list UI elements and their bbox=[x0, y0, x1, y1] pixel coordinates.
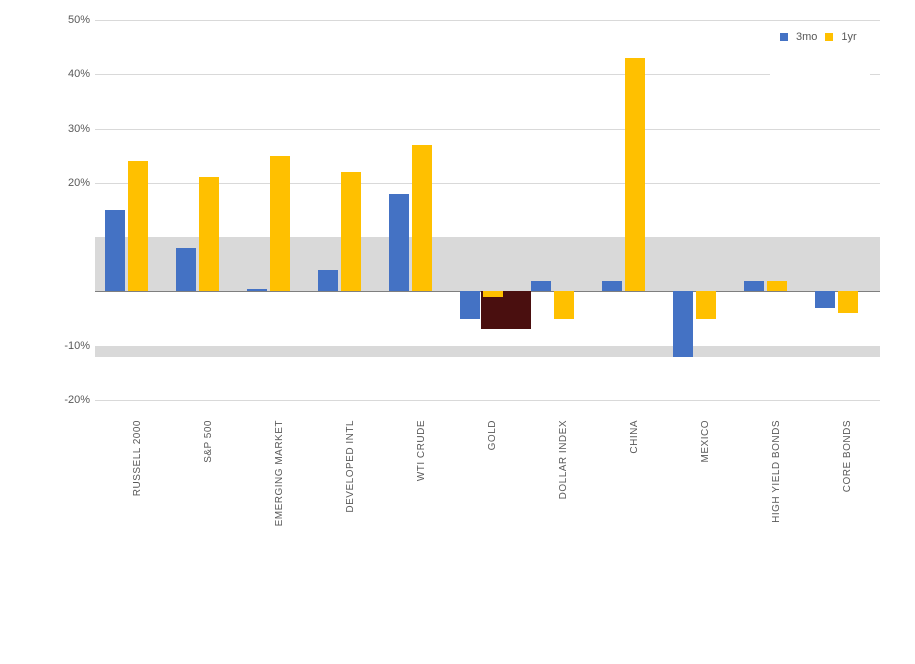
x-axis-label: GOLD bbox=[487, 420, 498, 450]
y-tick-label: 40% bbox=[60, 68, 90, 80]
bar-3mo bbox=[389, 194, 409, 292]
y-tick-label: -10% bbox=[60, 340, 90, 352]
plot-area: 3mo 1yr bbox=[95, 20, 880, 400]
bar-1yr bbox=[696, 291, 716, 318]
bars-layer bbox=[95, 20, 880, 400]
bar-3mo bbox=[815, 291, 835, 307]
legend-swatch bbox=[780, 33, 788, 41]
bar-3mo bbox=[602, 281, 622, 292]
bar-1yr bbox=[128, 161, 148, 291]
bar-3mo bbox=[460, 291, 480, 318]
legend-items: 3mo 1yr bbox=[780, 31, 857, 43]
x-axis-label: CORE BONDS bbox=[842, 420, 853, 492]
x-axis-label: EMERGING MARKET bbox=[274, 420, 285, 526]
chart-container: -20%-10%20%30%40%50% 3mo1yr RUSSELL 2000… bbox=[60, 20, 880, 580]
bar-3mo bbox=[176, 248, 196, 291]
y-tick-label: -20% bbox=[60, 394, 90, 406]
bar-1yr bbox=[199, 177, 219, 291]
x-axis-label: WTI CRUDE bbox=[416, 420, 427, 481]
bar-3mo bbox=[318, 270, 338, 292]
bar-1yr bbox=[554, 291, 574, 318]
legend-swatch bbox=[825, 33, 833, 41]
bar-1yr bbox=[483, 291, 503, 296]
x-axis-label: RUSSELL 2000 bbox=[132, 420, 143, 496]
x-axis-label: CHINA bbox=[629, 420, 640, 454]
x-axis-label: DEVELOPED INTL bbox=[345, 420, 356, 513]
x-axis-label: HIGH YIELD BONDS bbox=[771, 420, 782, 523]
bar-3mo bbox=[105, 210, 125, 291]
legend-label: 1yr bbox=[841, 31, 856, 43]
bar-3mo bbox=[247, 289, 267, 292]
x-axis-label: DOLLAR INDEX bbox=[558, 420, 569, 499]
bar-1yr bbox=[270, 156, 290, 292]
bar-1yr bbox=[767, 281, 787, 292]
bar-1yr bbox=[341, 172, 361, 291]
bar-1yr bbox=[625, 58, 645, 291]
y-tick-label: 20% bbox=[60, 177, 90, 189]
legend: 3mo 1yr bbox=[770, 25, 870, 105]
bar-3mo bbox=[531, 281, 551, 292]
bar-3mo bbox=[673, 291, 693, 356]
y-tick-label: 50% bbox=[60, 14, 90, 26]
x-axis-label: S&P 500 bbox=[203, 420, 214, 463]
x-axis-label: MEXICO bbox=[700, 420, 711, 462]
bar-1yr bbox=[412, 145, 432, 292]
gridline bbox=[95, 400, 880, 401]
bar-3mo bbox=[744, 281, 764, 292]
legend-label: 3mo bbox=[796, 31, 817, 43]
bar-1yr bbox=[838, 291, 858, 313]
y-tick-label: 30% bbox=[60, 123, 90, 135]
